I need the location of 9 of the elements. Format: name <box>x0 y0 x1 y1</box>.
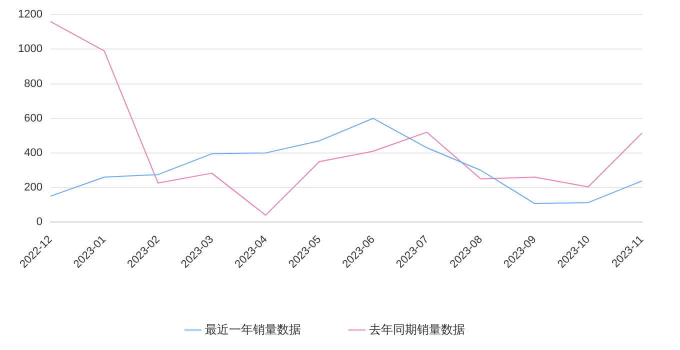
y-tick-label: 200 <box>24 182 42 194</box>
y-tick-label: 600 <box>24 112 42 124</box>
y-tick-label: 400 <box>24 146 42 159</box>
y-tick-label: 1000 <box>18 43 42 56</box>
y-tick-label: 1200 <box>18 8 42 21</box>
y-tick-label: 800 <box>24 78 42 90</box>
legend-label: 去年同期销量数据 <box>369 322 465 336</box>
y-tick-label: 0 <box>36 216 42 228</box>
legend-label: 最近一年销量数据 <box>205 322 301 336</box>
